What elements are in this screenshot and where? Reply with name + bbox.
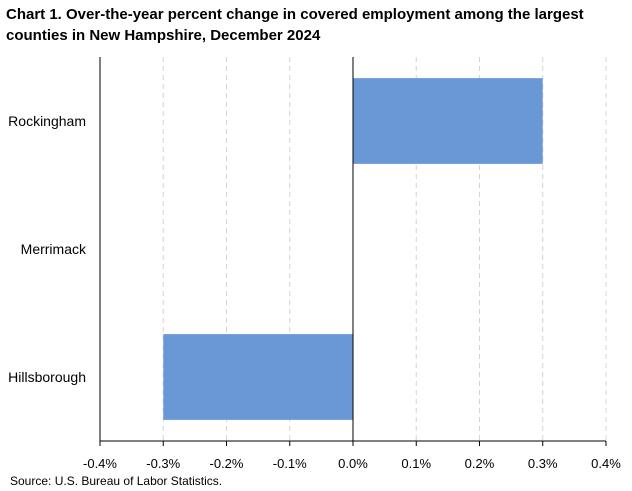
category-label: Merrimack (21, 241, 87, 257)
x-tick-label: 0.3% (528, 456, 558, 471)
x-tick-label: -0.4% (83, 456, 117, 471)
axes (99, 57, 607, 446)
source-note: Source: U.S. Bureau of Labor Statistics. (10, 474, 223, 488)
category-label: Hillsborough (8, 369, 86, 385)
category-labels: Rockingham Merrimack Hillsborough (8, 113, 87, 385)
bar-hillsborough (163, 334, 353, 420)
x-tick-labels: -0.4% -0.3% -0.2% -0.1% 0.0% 0.1% 0.2% 0.3% 0.4% (83, 456, 621, 471)
x-tick-label: 0.4% (591, 456, 621, 471)
x-tick-label: -0.3% (146, 456, 180, 471)
x-tick-label: 0.1% (401, 456, 431, 471)
bar-rockingham (353, 78, 543, 164)
x-tick-label: 0.0% (338, 456, 368, 471)
category-label: Rockingham (8, 113, 86, 129)
chart-title: Chart 1. Over-the-year percent change in… (6, 6, 584, 44)
x-tick-label: 0.2% (465, 456, 495, 471)
x-tick-label: -0.2% (210, 456, 244, 471)
bars (163, 78, 543, 420)
x-tick-label: -0.1% (273, 456, 307, 471)
